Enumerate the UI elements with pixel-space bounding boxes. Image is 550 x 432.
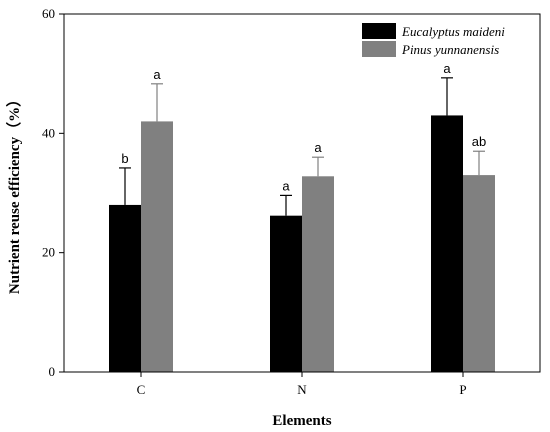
bar-pinus-C (141, 121, 173, 373)
y-tick-label: 0 (49, 364, 56, 379)
y-tick-label: 20 (42, 245, 55, 260)
significance-label: a (153, 67, 161, 82)
significance-labels: b a a a a ab (121, 61, 486, 194)
significance-label: a (314, 140, 322, 155)
y-axis-title: Nutrient reuse efficiency（%） (5, 92, 23, 294)
y-axis-ticks: 0 20 40 60 (42, 6, 64, 379)
significance-label: a (282, 178, 290, 193)
x-tick-label: N (297, 382, 307, 397)
bar-pinus-P (463, 175, 495, 372)
significance-label: a (443, 61, 451, 76)
legend-label-pinus: Pinus yunnanensis (401, 42, 499, 57)
significance-label: b (121, 151, 128, 166)
bar-eucalyptus-N (270, 215, 302, 372)
legend-swatch-eucalyptus (362, 23, 396, 39)
errorbars-layer (119, 77, 485, 216)
significance-label: ab (472, 134, 486, 149)
x-axis-title: Elements (272, 413, 331, 429)
legend-label-eucalyptus: Eucalyptus maideni (401, 24, 505, 39)
x-tick-label: C (137, 382, 146, 397)
legend-swatch-pinus (362, 41, 396, 57)
bar-eucalyptus-P (431, 115, 463, 372)
bar-eucalyptus-C (109, 204, 141, 372)
y-tick-label: 60 (42, 6, 55, 21)
x-tick-label: P (459, 382, 466, 397)
y-tick-label: 40 (42, 125, 55, 140)
bar-pinus-N (302, 176, 334, 372)
bars-layer (109, 115, 495, 373)
legend: Eucalyptus maideni Pinus yunnanensis (362, 23, 505, 57)
